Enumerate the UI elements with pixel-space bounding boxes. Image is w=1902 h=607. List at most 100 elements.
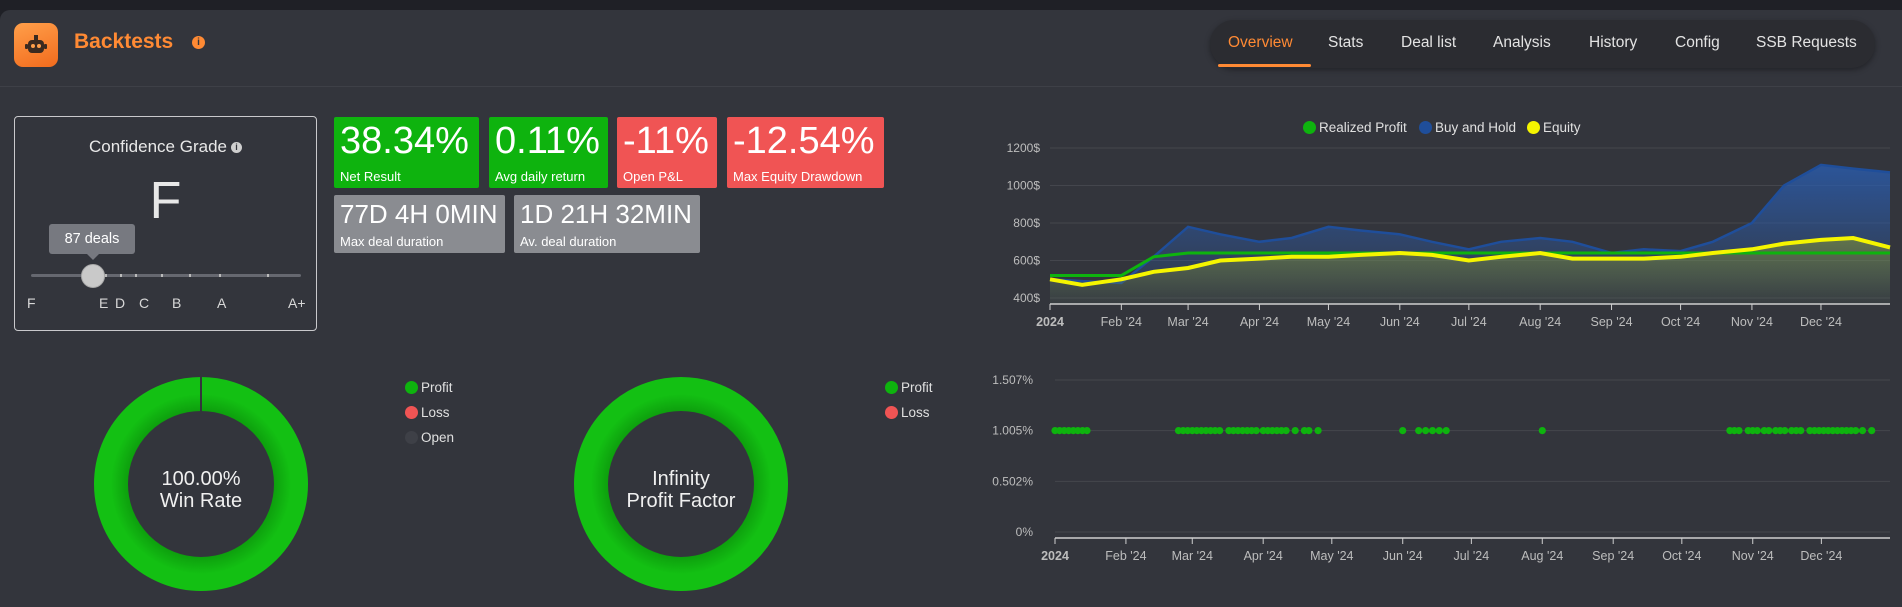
x-tick-label: Oct '24 [1661,315,1700,329]
profit-point [1291,427,1299,435]
tab-stats[interactable]: Stats [1328,34,1364,51]
net-result-tile: 38.34% Net Result [334,117,479,188]
legend-equity[interactable]: Equity [1527,120,1581,135]
win-rate-donut [94,377,308,591]
profit-point [1399,427,1407,435]
legend-profit[interactable]: Profit [405,380,453,395]
open-pnl-tile: -11% Open P&L [617,117,717,188]
avg-daily-return-tile: 0.11% Avg daily return [489,117,608,188]
profit-point [1422,427,1430,435]
legend-loss[interactable]: Loss [885,405,930,420]
profit-point [1852,427,1860,435]
legend-buy-and-hold[interactable]: Buy and Hold [1419,120,1516,135]
profit-point [1216,427,1224,435]
open-dot-icon [405,431,418,444]
equity-line [1049,235,1891,287]
confidence-title: Confidence Grade i [15,137,316,157]
tab-bar: Overview Stats Deal list Analysis Histor… [1210,20,1875,68]
y-tick-label: 0.502% [992,474,1033,488]
legend-open[interactable]: Open [405,430,454,445]
loss-dot-icon [885,406,898,419]
loss-dot-icon [405,406,418,419]
legend-profit[interactable]: Profit [885,380,933,395]
profit-factor-donut [574,377,788,591]
x-tick-label: Aug '24 [1519,315,1561,329]
legend-realized-profit[interactable]: Realized Profit [1303,120,1407,135]
deal-profit-scatter-chart: 0% 0.502% 1.005% 1.507% 2024 Feb '24 Mar '24 Ap… [992,373,1890,563]
win-rate-value: 100.00% [161,468,241,490]
tooltip-arrow [87,254,99,260]
buy-and-hold-line [1049,163,1891,285]
y-tick-label: 400$ [1013,291,1040,305]
x-tick-label: Feb '24 [1105,549,1146,563]
win-rate-label: Win Rate [159,490,243,512]
x-tick-label: 2024 [1036,315,1064,329]
kebab-menu-icon[interactable]: ⋮ [1896,44,1902,65]
deals-tooltip: 87 deals [49,224,135,254]
grade-slider-track[interactable] [31,274,301,277]
slider-mark [267,274,269,277]
x-tick-label: Jun '24 [1383,549,1423,563]
tab-overview[interactable]: Overview [1228,34,1293,51]
info-icon[interactable]: i [192,36,205,49]
scatter-axis: 0% 0.502% 1.005% 1.507% 2024 Feb '24 Mar '24 Ap… [992,373,1890,563]
legend-loss[interactable]: Loss [405,405,450,420]
x-tick-label: Jul '24 [1453,549,1489,563]
grade-label-e: E [99,295,109,311]
x-tick-label: Jul '24 [1451,315,1487,329]
legend-loss-label: Loss [421,405,450,420]
tab-ssb-requests[interactable]: SSB Requests [1756,34,1857,51]
tab-history[interactable]: History [1589,34,1638,51]
info-icon[interactable]: i [230,142,242,153]
legend-equity-label: Equity [1543,120,1581,135]
x-tick-label: Sep '24 [1592,549,1634,563]
x-tick-label: 2024 [1041,549,1069,563]
profit-point [1538,427,1546,435]
confidence-grade-value: F [149,172,182,230]
profit-factor-value: Infinity [652,468,710,490]
slider-mark [189,274,191,277]
legend-loss-label: Loss [901,405,930,420]
profit-point [1282,427,1290,435]
max-equity-drawdown-tile: -12.54% Max Equity Drawdown [727,117,884,188]
x-tick-label: Apr '24 [1244,549,1283,563]
grade-label-b: B [172,295,182,311]
profit-point [1765,427,1773,435]
slider-mark [219,274,221,277]
tab-deal-list[interactable]: Deal list [1401,34,1457,51]
grade-slider-thumb[interactable] [81,264,105,288]
page-title: Backtests [74,30,174,53]
equity-dot-icon [1527,121,1540,134]
profit-point [1858,427,1867,435]
open-pnl-value: -11% [623,120,709,162]
y-tick-label: 1200$ [1007,141,1041,155]
open-pnl-label: Open P&L [623,169,683,184]
tab-analysis[interactable]: Analysis [1493,34,1551,51]
max-deal-duration-label: Max deal duration [340,234,444,249]
av-deal-duration-value: 1D 21H 32MIN [520,199,692,229]
profit-point [1797,427,1805,435]
y-tick-label: 1.005% [992,424,1033,438]
profit-point [1781,427,1789,435]
profit-dot-icon [405,381,418,394]
grade-label-c: C [139,295,150,311]
net-result-label: Net Result [340,169,401,184]
robot-icon[interactable] [14,23,58,67]
confidence-title-text: Confidence Grade [89,137,227,156]
buy-and-hold-dot-icon [1419,121,1432,134]
max-equity-drawdown-value: -12.54% [733,120,875,162]
profit-point [1868,427,1876,435]
legend-profit-label: Profit [901,380,933,395]
legend-open-label: Open [421,430,455,445]
grade-label-f: F [27,295,36,311]
y-tick-label: 0% [1016,525,1034,539]
grade-label-a: A [217,295,227,311]
profit-point [1305,427,1313,435]
profit-point [1415,427,1423,435]
win-rate-center: 100.00% Win Rate [131,468,271,512]
y-tick-label: 1.507% [992,373,1033,387]
x-tick-label: Mar '24 [1172,549,1213,563]
tab-config[interactable]: Config [1675,34,1720,51]
max-deal-duration-value: 77D 4H 0MIN [340,199,498,229]
grade-label-a-plus: A+ [288,295,306,311]
